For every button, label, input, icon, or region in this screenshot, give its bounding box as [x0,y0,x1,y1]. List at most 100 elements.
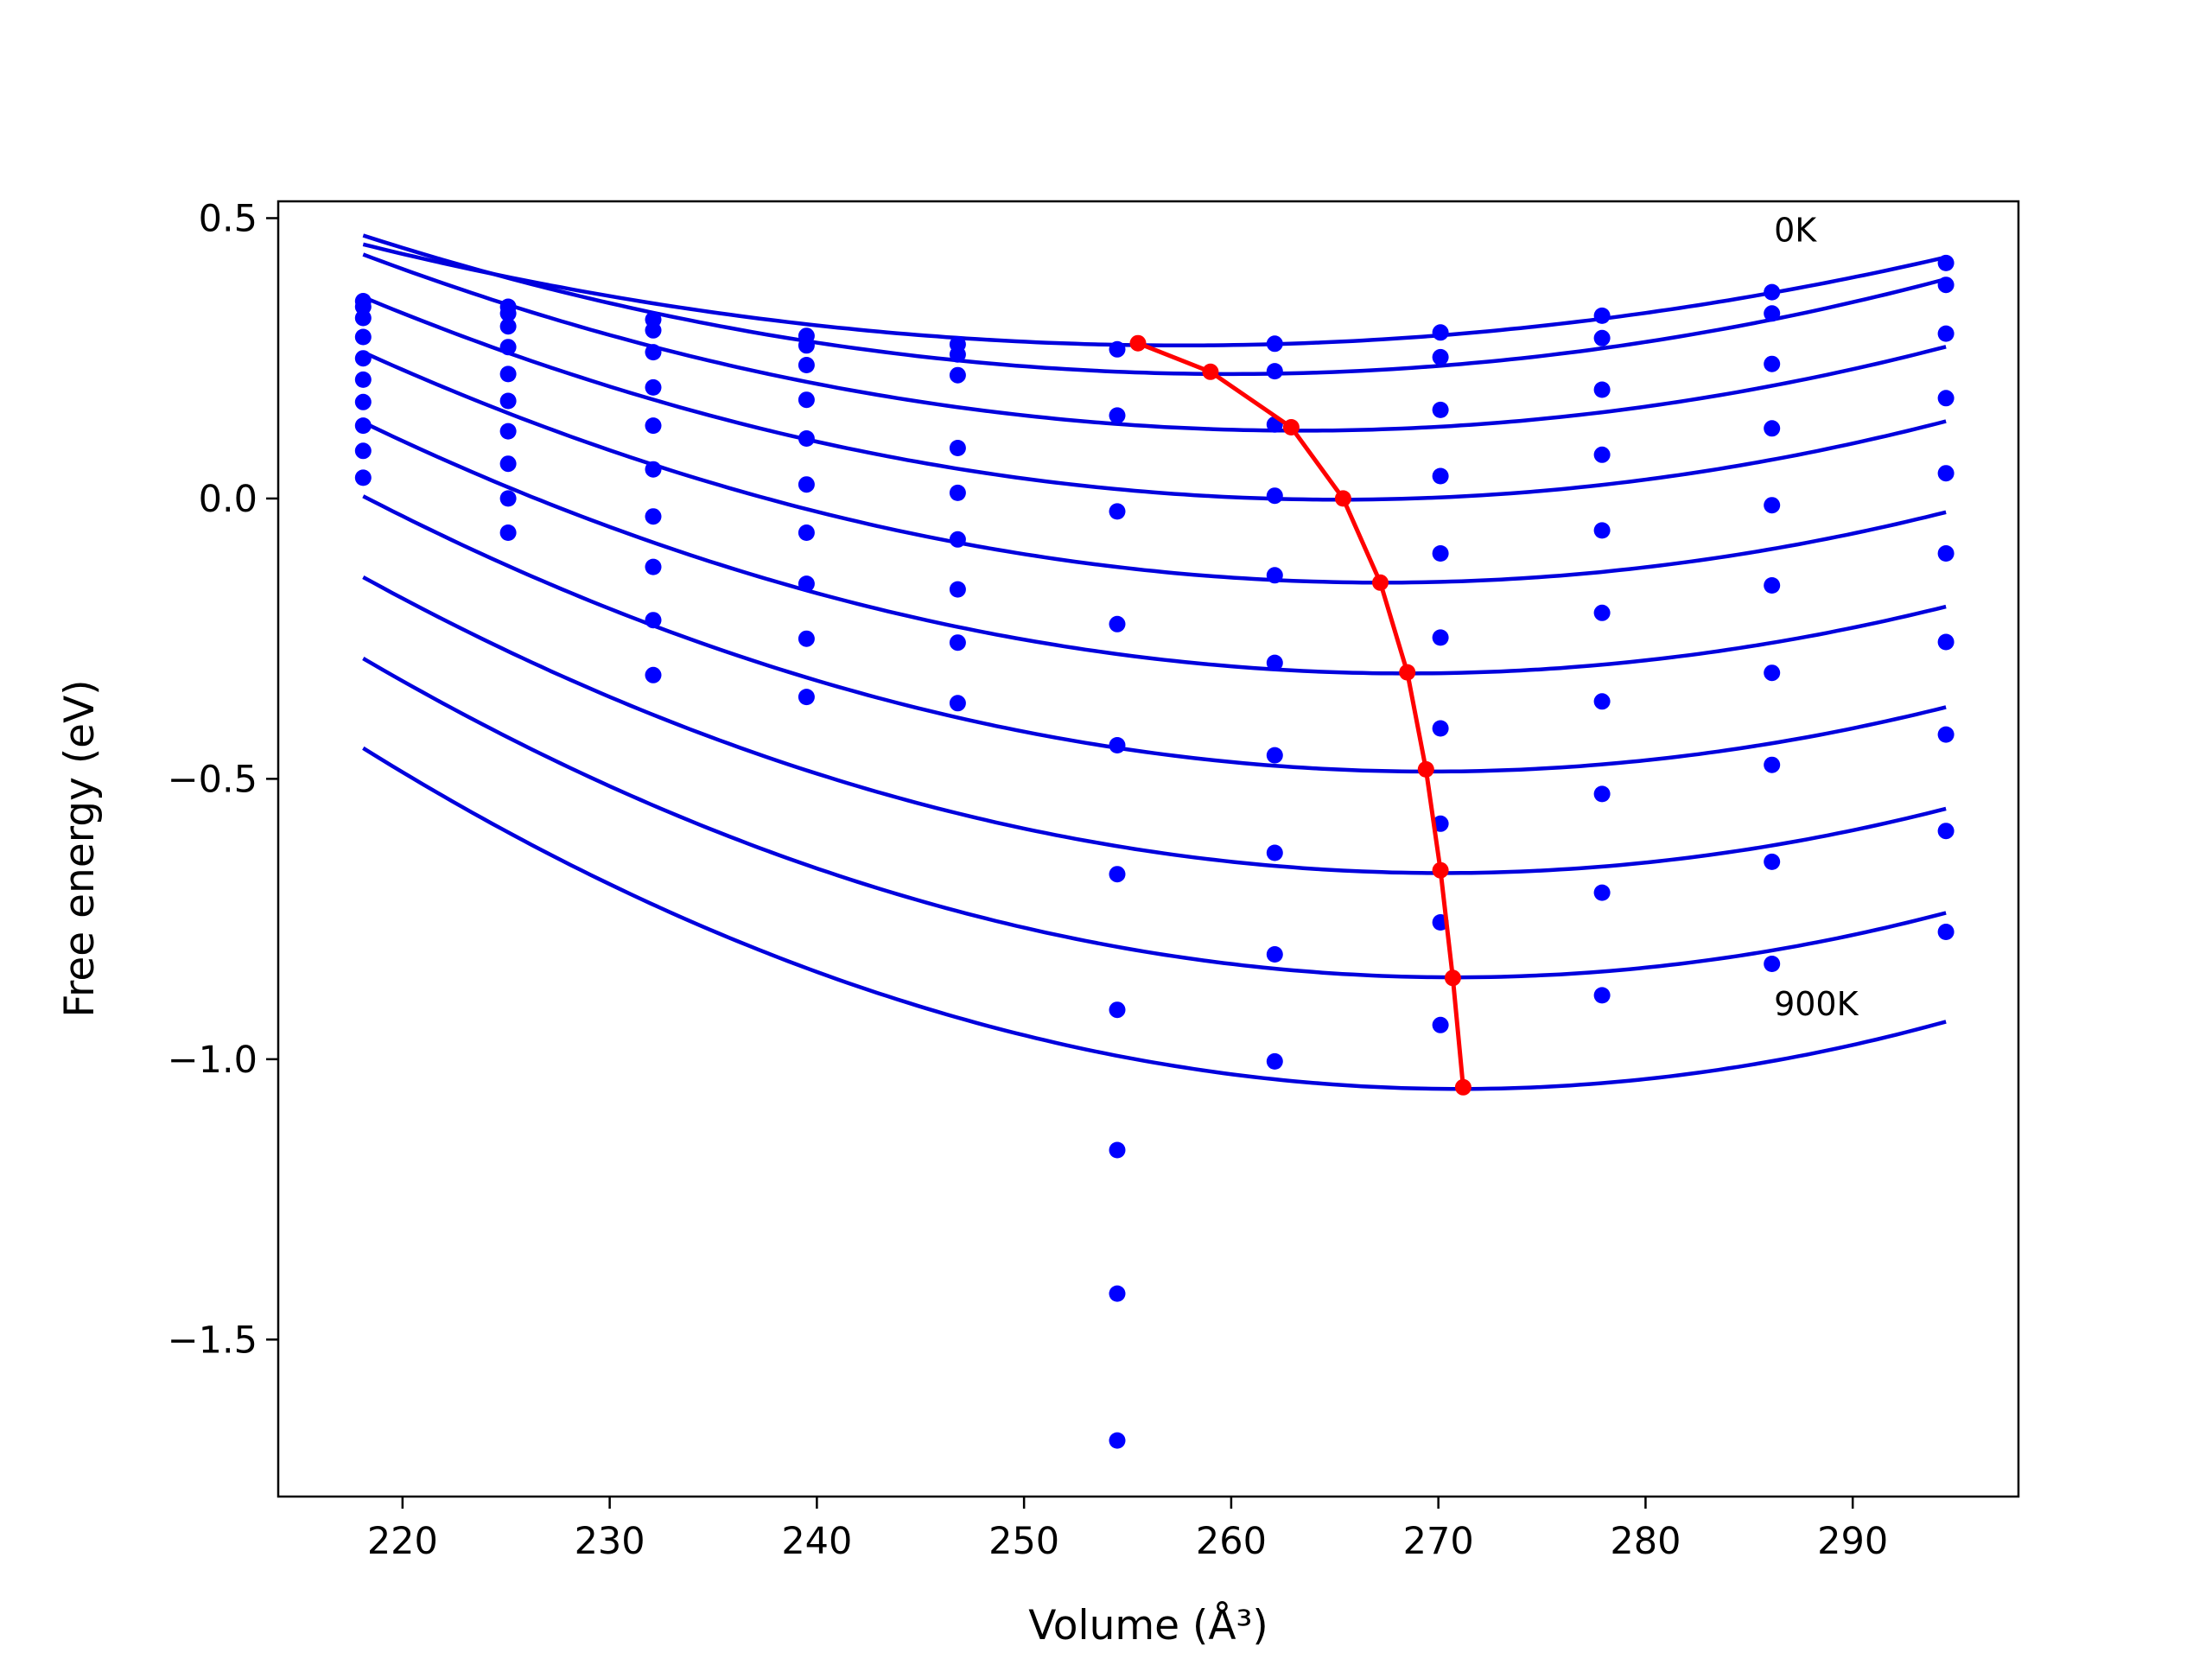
data-point-5-7 [1432,629,1449,646]
data-point-5-6 [1266,654,1283,671]
data-point-8-6 [1266,946,1283,963]
data-point-6-1 [499,423,517,440]
data-point-0-9 [1764,283,1781,301]
data-point-7-2 [645,558,662,575]
data-point-4-9 [1764,497,1781,514]
fit-curve-3 [362,295,1947,502]
data-point-7-0 [354,417,372,435]
fit-curve-7 [362,575,1947,875]
y-tick-label-3: −1.0 [168,1039,257,1082]
data-point-5-2 [645,461,662,478]
data-point-3-7 [1432,467,1449,485]
data-point-9-10 [1937,924,1955,940]
data-point-4-3 [798,430,815,447]
data-point-2-7 [1432,401,1449,418]
y-tick-label-2: −0.5 [168,758,257,801]
y-tick-label-4: −1.5 [168,1319,257,1362]
data-point-9-3 [798,689,815,706]
data-point-1-3 [798,337,815,354]
data-point-1-4 [949,346,966,363]
fit-curve-5 [362,420,1947,676]
fit-curve-8 [362,657,1947,980]
data-point-7-10 [1937,726,1955,743]
data-point-5-9 [1764,577,1781,594]
data-point-0-6 [1266,335,1283,353]
minima-point-8 [1444,969,1461,987]
data-point-2-9 [1764,355,1781,372]
annotations-group: 0K 900K [1774,211,1859,1023]
data-point-6-0 [354,393,372,410]
data-point-9-7 [1432,1016,1449,1033]
data-point-1-10 [1937,276,1955,294]
x-tick-label-1: 230 [575,1520,645,1563]
minima-point-2 [1282,419,1300,435]
data-point-9-1 [499,524,517,541]
data-point-9-9 [1764,956,1781,972]
data-point-0-10 [1937,254,1955,271]
data-point-3-1 [499,339,517,356]
data-point-1-6 [1266,363,1283,380]
data-point-3-8 [1593,446,1611,463]
data-point-8-4 [949,695,966,712]
data-point-3-3 [798,391,815,409]
data-point-8-2 [645,612,662,629]
data-point-5-0 [354,371,372,388]
minima-point-7 [1432,861,1449,879]
data-point-3-0 [354,328,372,346]
data-point-7-5 [1109,1141,1126,1159]
data-point-4-2 [645,417,662,435]
minima-point-5 [1399,664,1416,681]
data-point-6-6 [1266,747,1283,764]
data-point-6-7 [1432,720,1449,737]
data-point-8-3 [798,630,815,647]
data-point-0-8 [1593,307,1611,324]
data-point-1-7 [1432,348,1449,365]
data-point-8-8 [1593,884,1611,901]
data-point-4-8 [1593,522,1611,539]
minima-point-1 [1202,363,1219,380]
data-point-2-5 [1109,503,1126,520]
data-point-7-1 [499,455,517,473]
axes-group: 220 230 240 250 260 270 280 290 0.5 0.0 −0.5 −1.0 −1… [168,197,1889,1563]
data-point-7-3 [798,575,815,593]
data-point-4-4 [949,484,966,501]
minima-point-3 [1334,490,1351,507]
data-point-7-4 [949,634,966,652]
fit-curve-6 [362,494,1947,774]
data-point-3-10 [1937,390,1955,407]
data-point-8-10 [1937,823,1955,840]
data-point-9-5 [1109,1432,1126,1449]
data-point-0-7 [1432,324,1449,341]
y-tick-label-1: 0.0 [199,478,257,521]
data-point-6-10 [1937,633,1955,651]
data-point-3-6 [1266,487,1283,505]
fit-curves-group [362,233,1947,1091]
data-point-7-6 [1266,844,1283,861]
data-point-1-0 [354,298,372,315]
data-point-3-2 [645,378,662,396]
data-point-8-0 [354,442,372,460]
data-point-1-9 [1764,305,1781,322]
data-point-5-10 [1937,545,1955,562]
minima-point-4 [1372,574,1389,591]
data-point-6-3 [798,524,815,541]
data-point-1-5 [1109,407,1126,424]
data-point-6-2 [645,508,662,525]
data-point-1-1 [499,305,517,322]
data-point-9-0 [354,469,372,486]
data-point-0-5 [1109,340,1126,358]
data-point-6-9 [1764,664,1781,682]
data-point-8-1 [499,490,517,507]
data-point-8-5 [1109,1285,1126,1302]
data-point-2-0 [354,309,372,327]
annotation-1: 900K [1774,985,1859,1023]
data-point-5-8 [1593,604,1611,621]
data-point-2-10 [1937,325,1955,342]
x-tick-label-5: 270 [1403,1520,1474,1563]
minima-point-0 [1129,334,1147,352]
y-tick-label-0: 0.5 [199,197,257,240]
data-point-1-8 [1593,329,1611,346]
data-point-5-5 [1109,866,1126,883]
